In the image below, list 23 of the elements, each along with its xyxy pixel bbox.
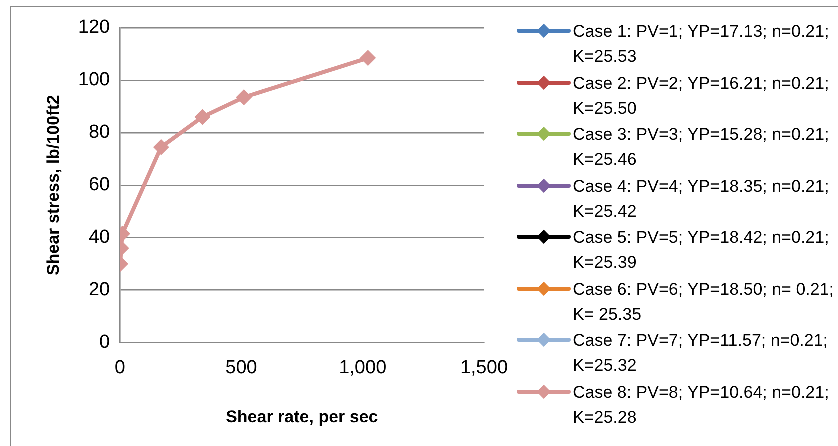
y-tick-label: 40 xyxy=(88,227,110,248)
legend-label: Case 8: PV=8; YP=10.64; n=0.21; K=25.28 xyxy=(573,382,830,428)
y-tick-label: 80 xyxy=(88,122,110,144)
y-tick-label: 100 xyxy=(78,70,110,91)
point xyxy=(236,90,252,106)
y-tick-label: 0 xyxy=(100,332,110,354)
y-tick-label: 20 xyxy=(88,280,110,301)
legend-label: Case 3: PV=3; YP=15.28; n=0.21; K=25.46 xyxy=(573,124,830,171)
legend-label: Case 5: PV=5; YP=18.42; n=0.21; K=25.39 xyxy=(573,227,830,274)
x-tick-label: 1,500 xyxy=(460,357,508,378)
y-tick-label: 120 xyxy=(78,17,110,38)
legend-label: Case 1: PV=1; YP=17.13; n=0.21; K=25.53 xyxy=(573,21,830,68)
legend-label: Case 7: PV=7; YP=11.57; n=0.21; K=25.32 xyxy=(573,330,830,377)
y-tick-label: 60 xyxy=(88,174,110,196)
legend-label: Case 2: PV=2; YP=16.21; n=0.21; K=25.50 xyxy=(573,72,830,120)
x-tick-label: 0 xyxy=(114,357,126,378)
legend-label: Case 4: PV=4; YP=18.35; n=0.21; K=25.42 xyxy=(573,176,830,222)
x-tick-label: 1,000 xyxy=(339,357,387,378)
legend-label: Case 6: PV=6; YP=18.50; n= 0.21; K= 25.35 xyxy=(573,278,836,326)
point xyxy=(360,50,376,66)
x-tick-label: 500 xyxy=(226,357,258,378)
y-axis-title: Shear stress, lb/100ft2 xyxy=(44,95,63,276)
x-axis-title: Shear rate, per sec xyxy=(226,407,378,426)
